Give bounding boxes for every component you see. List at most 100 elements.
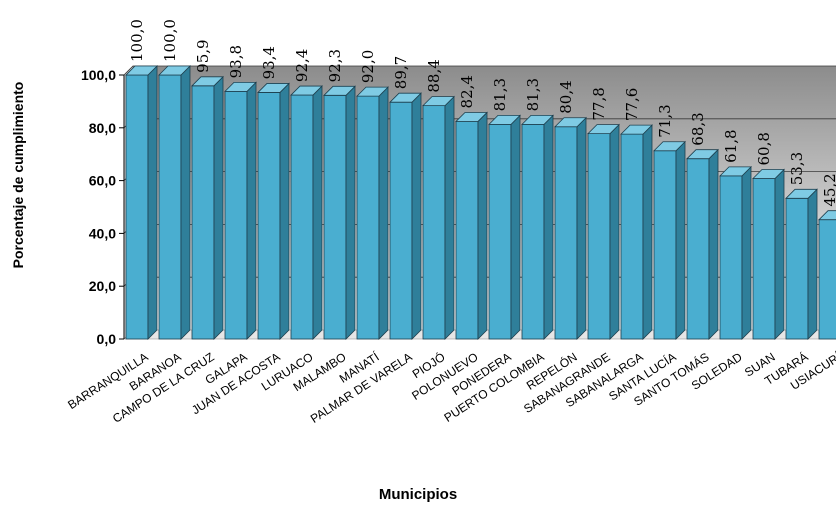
bar <box>752 168 785 340</box>
bar-side <box>147 65 158 340</box>
bar-side <box>609 123 620 340</box>
bar-front <box>785 197 809 340</box>
bar-top <box>455 112 488 122</box>
bar-side <box>576 116 587 340</box>
bar-top <box>158 65 191 76</box>
y-tick-label: 60,0 <box>89 173 116 189</box>
bar <box>257 82 290 340</box>
bar <box>422 95 455 340</box>
bar-top <box>125 65 158 76</box>
value-label: 82,4 <box>458 75 476 108</box>
bar-top <box>587 124 620 135</box>
bar-front <box>323 94 347 340</box>
value-label: 100,0 <box>161 19 179 62</box>
bar-top <box>191 76 224 87</box>
bar-front <box>290 94 314 340</box>
bar-side <box>543 114 554 340</box>
bar-front <box>224 90 248 340</box>
x-axis-title: Municipios <box>378 486 458 503</box>
y-axis-title-box: Porcentaje de cumplimiento <box>8 50 28 300</box>
bar <box>125 65 158 340</box>
bar-side <box>279 82 290 340</box>
value-label: 93,8 <box>227 45 245 78</box>
bar-side <box>741 165 752 340</box>
y-tick-label: 100,0 <box>81 67 116 83</box>
value-label: 77,8 <box>590 87 608 120</box>
bar-side <box>708 148 719 340</box>
bar-top <box>224 81 257 92</box>
y-tick-label: 80,0 <box>89 120 116 136</box>
value-label: 92,3 <box>326 49 344 82</box>
bar-top <box>686 149 719 160</box>
bar <box>554 116 587 340</box>
y-tick-label: 0,0 <box>97 331 117 347</box>
bar-top <box>653 141 686 152</box>
bar <box>653 140 686 340</box>
bar-top <box>290 85 323 96</box>
value-label: 95,9 <box>194 39 212 72</box>
y-axis-title: Porcentaje de cumplimiento <box>10 81 26 269</box>
bar-front <box>422 105 446 340</box>
value-label: 53,3 <box>788 152 806 185</box>
bar <box>224 81 257 340</box>
bar-top <box>719 166 752 177</box>
bar-top <box>356 86 389 97</box>
bar <box>521 114 554 340</box>
value-label: 92,0 <box>359 50 377 83</box>
bar-front <box>191 85 215 340</box>
bars <box>125 65 836 340</box>
bar-front <box>653 150 677 340</box>
bar-side <box>345 85 356 340</box>
bar-side <box>477 111 488 340</box>
bar-top <box>422 96 455 107</box>
value-label: 93,4 <box>260 46 278 79</box>
value-label: 77,6 <box>623 88 641 121</box>
bar-side <box>180 65 191 340</box>
bar <box>323 85 356 340</box>
bar-side <box>411 92 422 340</box>
bar-front <box>356 95 380 340</box>
bar-front <box>818 219 836 340</box>
bar <box>686 148 719 340</box>
bar-front <box>620 133 644 340</box>
bar-front <box>587 133 611 340</box>
bar-side <box>642 124 653 340</box>
bar-side <box>510 114 521 340</box>
bar-side <box>444 95 455 340</box>
value-labels: 100,0 100,0 95,9 93,8 93,4 92,4 92,3 92,0 89,7 88… <box>128 19 836 207</box>
bar-side <box>246 81 257 340</box>
bar <box>356 86 389 340</box>
bar-side <box>312 85 323 340</box>
value-label: 81,3 <box>491 78 509 111</box>
bar-front <box>521 123 545 340</box>
bar-front <box>389 101 413 340</box>
value-label: 81,3 <box>524 78 542 111</box>
bar-side <box>774 168 785 340</box>
bar-front <box>125 74 149 340</box>
bar-front <box>752 178 776 340</box>
bar-front <box>488 123 512 340</box>
bar-front <box>455 121 479 340</box>
bar <box>719 165 752 340</box>
bar-top <box>488 114 521 125</box>
bar <box>587 123 620 340</box>
y-tick-label: 20,0 <box>89 278 116 294</box>
bar <box>191 75 224 340</box>
bar-top <box>323 85 356 96</box>
bar <box>620 124 653 340</box>
value-label: 80,4 <box>557 80 575 113</box>
bar-front <box>554 126 578 340</box>
bar <box>389 92 422 340</box>
value-label: 88,4 <box>425 59 443 92</box>
bar <box>290 85 323 340</box>
bar-top <box>257 83 290 93</box>
bar-top <box>554 117 587 128</box>
bar-top <box>818 210 836 221</box>
bar-front <box>719 175 743 340</box>
value-label: 45,2 <box>821 173 836 206</box>
bar-side <box>378 86 389 340</box>
value-label: 61,8 <box>722 129 740 162</box>
value-label: 100,0 <box>128 19 146 62</box>
bar <box>818 210 836 340</box>
